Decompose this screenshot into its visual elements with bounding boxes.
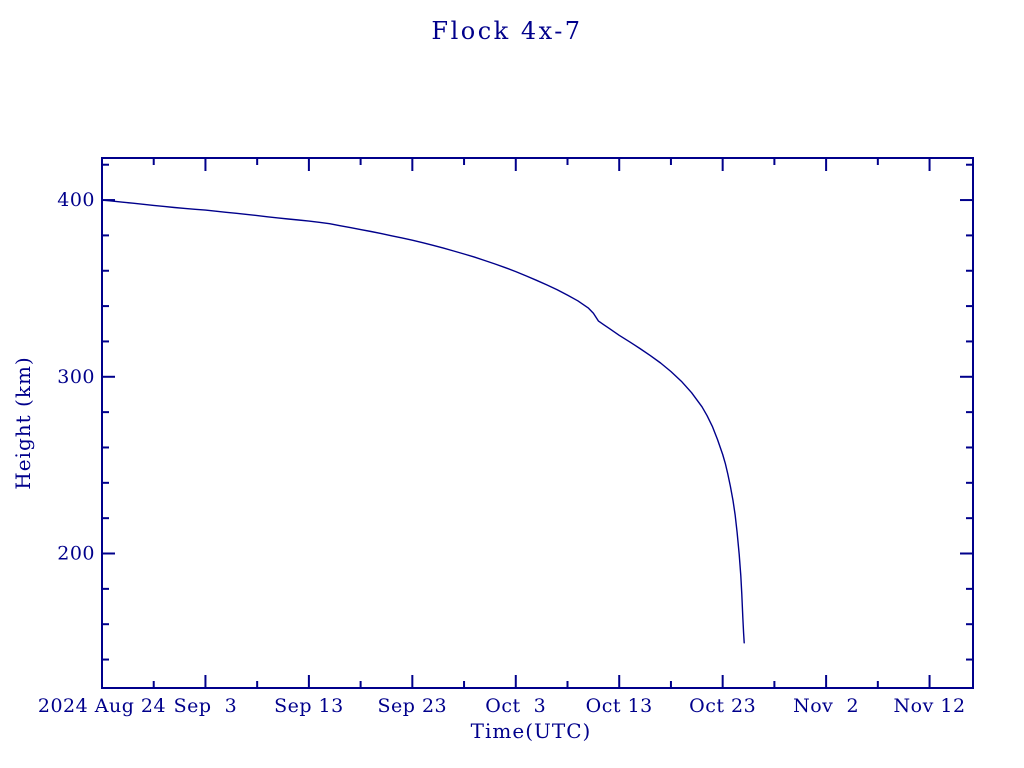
y-axis-title: Height (km) [11, 356, 35, 489]
x-tick-label: Nov 2 [793, 695, 859, 717]
x-axis-title: Time(UTC) [471, 719, 592, 743]
tick-labels-layer: 2024 Aug 24 Sep 3 Sep 13 Sep 23 Oct 3 Oct 13 O… [38, 189, 966, 717]
x-tick-label: Oct 23 [689, 695, 756, 717]
x-tick-label: 2024 Aug 24 [38, 695, 166, 717]
y-tick-label: 400 [57, 189, 95, 211]
x-tick-label: Sep 13 [274, 695, 344, 717]
chart-title: Flock 4x-7 [431, 17, 582, 45]
y-tick-label: 300 [57, 366, 95, 388]
y-tick-label: 200 [57, 543, 95, 565]
axes-layer [101, 157, 974, 689]
x-tick-label: Oct 3 [485, 695, 546, 717]
x-tick-label: Sep 3 [174, 695, 238, 717]
plot-frame [101, 157, 974, 689]
height-decay-curve [101, 199, 745, 644]
x-tick-label: Sep 23 [378, 695, 448, 717]
x-tick-label: Oct 13 [586, 695, 653, 717]
series-layer [101, 199, 745, 644]
x-tick-label: Nov 12 [894, 695, 966, 717]
